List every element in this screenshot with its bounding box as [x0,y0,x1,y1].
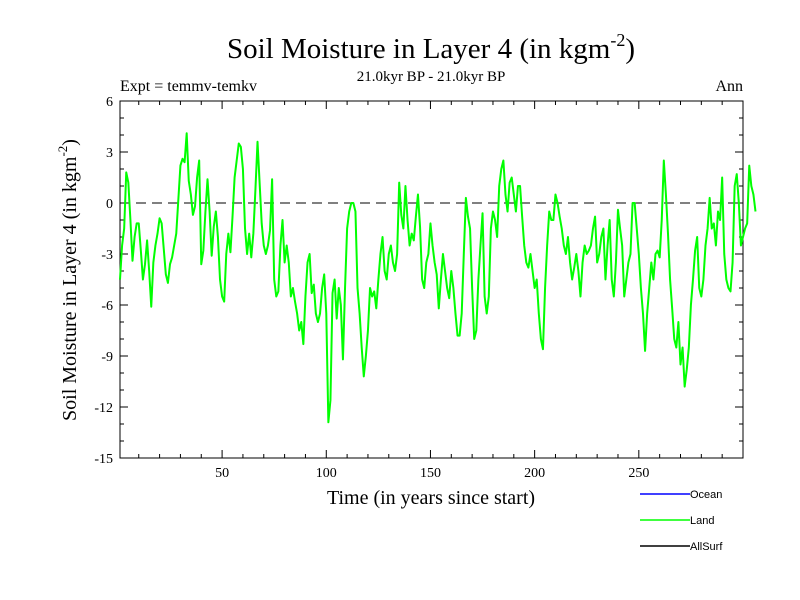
legend-label-allsurf: AllSurf [690,541,723,553]
x-tick-label: 150 [420,466,441,481]
x-tick-label: 200 [524,466,545,481]
y-tick-label: -12 [94,401,113,416]
land-series-line [119,132,757,424]
season-label: Ann [715,78,743,95]
x-tick-label: 100 [316,466,337,481]
y-tick-label: 6 [106,95,113,110]
y-axis: -15 -12 -9 -6 -3 0 3 6 [94,95,743,467]
y-tick-label: -15 [94,452,113,467]
chart-title: Soil Moisture in Layer 4 (in kgm-2) [227,30,635,65]
legend-label-ocean: Ocean [690,489,722,501]
x-axis: 50 100 150 200 250 [138,101,723,481]
x-tick-label: 50 [215,466,229,481]
y-tick-label: 0 [106,197,113,212]
legend: Ocean Land AllSurf [640,489,723,553]
y-tick-label: -3 [101,248,113,263]
x-axis-label: Time (in years since start) [327,487,535,509]
y-tick-label: -9 [101,350,113,365]
y-tick-label: -6 [101,299,113,314]
legend-label-land: Land [690,515,714,527]
y-tick-label: 3 [106,146,113,161]
x-tick-label: 250 [628,466,649,481]
experiment-label: Expt = temmv-temkv [120,78,257,95]
chart-subtitle: 21.0kyr BP - 21.0kyr BP [357,69,506,85]
y-axis-label: Soil Moisture in Layer 4 (in kgm-2) [55,139,81,421]
